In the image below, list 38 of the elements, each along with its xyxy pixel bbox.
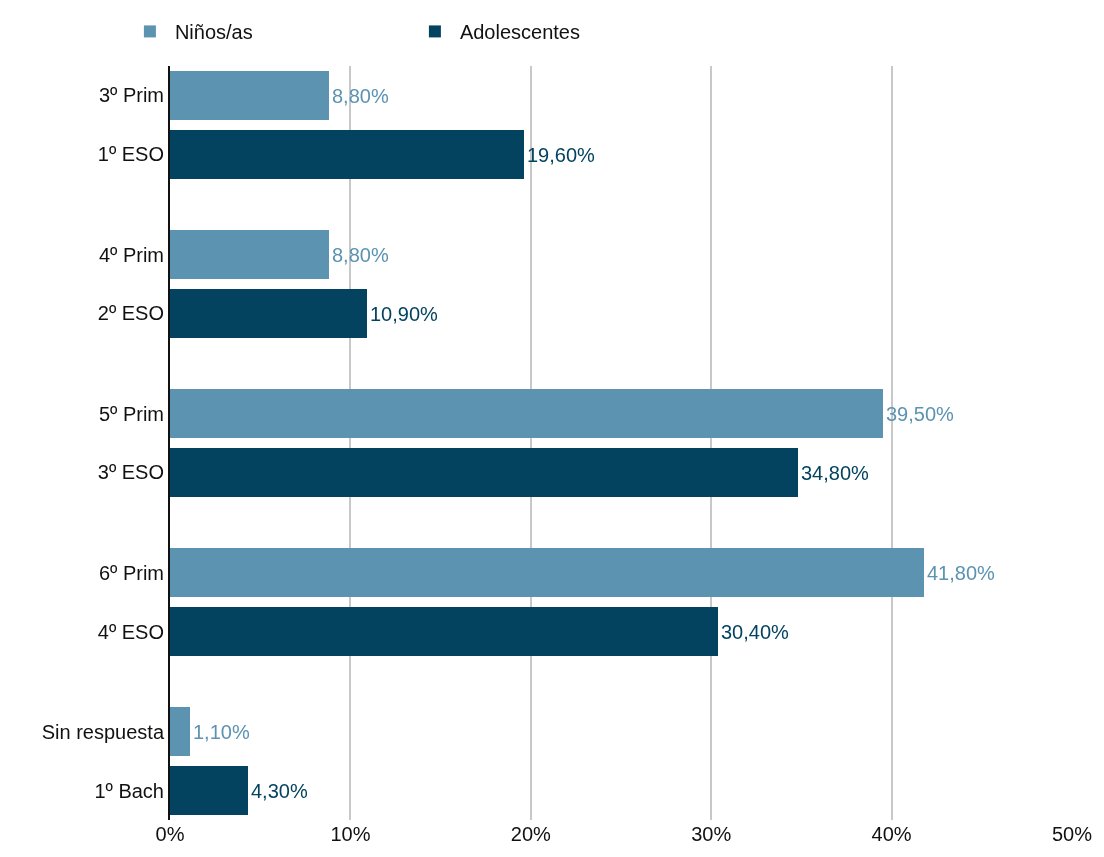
data-label: 41,80%: [927, 561, 996, 584]
data-label: 8,80%: [332, 84, 389, 107]
bar: [170, 230, 329, 279]
data-label: 4,30%: [251, 779, 308, 802]
bar: [170, 389, 883, 438]
bar: [170, 607, 718, 656]
data-label: 1,10%: [193, 720, 250, 743]
bar: [170, 130, 524, 179]
y-tick-label: 3º Prim: [98, 84, 164, 107]
x-tick-label: 10%: [330, 823, 371, 845]
data-label: 39,50%: [886, 402, 955, 425]
y-tick-label: 1º ESO: [97, 143, 164, 166]
data-label: 10,90%: [370, 302, 439, 325]
x-tick-label: 30%: [691, 823, 732, 845]
y-tick-label: 4º ESO: [97, 620, 164, 643]
data-label: 8,80%: [332, 243, 389, 266]
y-tick-label: 5º Prim: [98, 402, 164, 425]
x-tick-label: 40%: [871, 823, 912, 845]
y-tick-label: Sin respuesta: [41, 720, 165, 743]
bar: [170, 289, 367, 338]
y-tick-label: 2º ESO: [97, 302, 164, 325]
bar: [170, 448, 798, 497]
bar: [170, 71, 329, 120]
data-label: 34,80%: [801, 461, 870, 484]
y-tick-label: 1º Bach: [94, 779, 164, 802]
x-tick-label: 0%: [155, 823, 185, 845]
legend-label: Adolescentes: [459, 21, 580, 44]
x-tick-label: 20%: [510, 823, 552, 845]
bar: [170, 707, 190, 756]
data-label: 19,60%: [527, 143, 596, 166]
data-label: 30,40%: [721, 620, 790, 643]
x-tick-label: 50%: [1051, 823, 1093, 845]
y-tick-label: 3º ESO: [97, 461, 164, 484]
bar: [170, 766, 248, 815]
legend-label: Niños/as: [174, 21, 253, 44]
y-tick-label: 4º Prim: [98, 243, 164, 266]
bar: [170, 548, 924, 597]
y-tick-label: 6º Prim: [98, 561, 164, 584]
